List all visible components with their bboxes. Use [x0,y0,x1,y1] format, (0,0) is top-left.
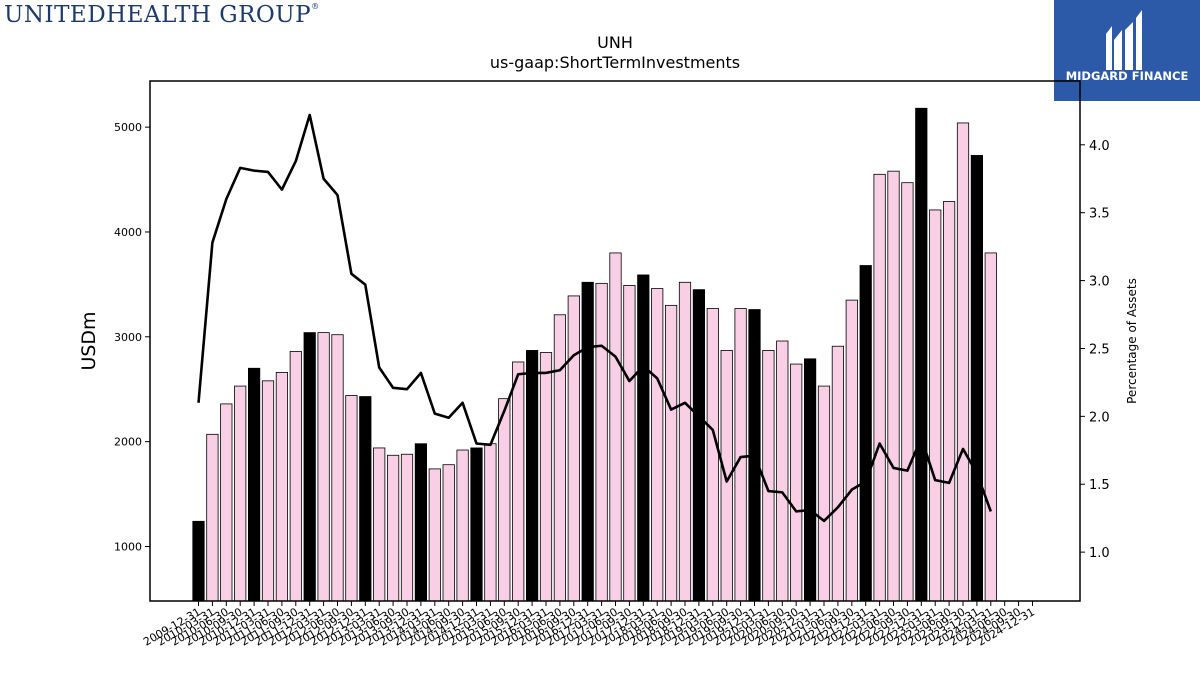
bar-quarterly [456,449,469,602]
y2-tick-label: 2.0 [1089,410,1110,425]
bar-annual [915,107,928,602]
bar-quarterly [956,122,970,602]
y-tick-label: 3000 [114,331,142,344]
bar-quarterly [386,454,400,602]
percentage-line [197,113,993,523]
bar-quarterly [609,252,622,602]
bar-series [192,107,997,602]
bar-quarterly [400,453,414,602]
bar-quarterly [275,372,289,602]
bar-quarterly [498,398,511,602]
bar-annual [303,332,316,602]
unitedhealth-group-logo: UNITEDHEALTH GROUP® [4,2,320,28]
bar-quarterly [831,345,845,602]
bar-quarterly [678,281,692,602]
bar-quarterly [289,351,302,602]
bar-annual [637,274,650,602]
bar-annual [581,281,594,602]
bar-quarterly [929,209,942,602]
bar-annual [859,265,872,602]
y2-tick-label: 4.0 [1089,139,1110,154]
bar-annual [526,350,539,602]
bar-quarterly [317,332,330,602]
y-tick-label: 5000 [114,121,142,134]
bar-quarterly [845,299,858,602]
bar-quarterly [539,352,553,602]
y2-tick-label: 3.0 [1089,275,1110,290]
bar-quarterly [595,282,608,602]
bar-quarterly [901,182,914,602]
bar-quarterly [206,433,219,602]
bar-annual [804,358,817,602]
bar-quarterly [234,385,247,602]
y-tick-label: 4000 [114,226,142,239]
bar-quarterly [512,361,525,602]
bar-quarterly [665,304,678,602]
bar-annual [247,367,261,602]
midgard-finance-logo: MIDGARD FINANCE [1054,0,1200,101]
line-series [197,113,993,523]
bar-quarterly [873,173,886,602]
bar-quarterly [651,288,664,602]
chart-title: UNH [597,33,633,52]
bar-annual [359,396,372,602]
bar-quarterly [887,170,900,602]
y-axis-left: 1000 2000 3000 4000 5000 [114,121,150,553]
bar-annual [470,447,483,602]
y-tick-label: 1000 [114,540,142,553]
bar-quarterly [373,447,386,602]
bar-quarterly [220,403,233,602]
bar-quarterly [345,395,358,602]
y2-tick-label: 2.5 [1089,342,1110,357]
publisher-name: MIDGARD FINANCE [1065,69,1189,83]
y-tick-label: 2000 [114,436,142,449]
bar-quarterly [706,308,719,602]
y2-tick-label: 1.5 [1089,478,1110,493]
midgard-emblem-icon [1106,10,1142,70]
chart-subtitle: us-gaap:ShortTermInvestments [490,53,740,72]
bar-quarterly [442,464,455,602]
bar-quarterly [943,201,956,602]
x-axis: 2009-12-312010-03-312010-06-302010-09-30… [141,601,1037,649]
bar-quarterly [484,443,497,602]
bar-quarterly [261,380,275,602]
y2-tick-label: 3.5 [1089,207,1110,222]
bar-quarterly [428,468,441,602]
bar-annual [692,289,706,602]
bar-quarterly [817,385,831,602]
y2-axis-label: Percentage of Assets [1125,278,1139,404]
y-axis-right: 1.0 1.5 2.0 2.5 3.0 3.5 4.0 [1080,139,1110,561]
bar-quarterly [567,295,580,602]
bar-quarterly [984,252,997,602]
bar-quarterly [790,363,803,602]
bar-quarterly [331,334,344,602]
bar-quarterly [734,308,747,602]
bar-annual [414,443,428,602]
y-axis-label: USDm [78,311,100,370]
bar-annual [970,155,984,602]
bar-quarterly [553,314,567,602]
y2-tick-label: 1.0 [1089,546,1110,561]
bar-quarterly [762,350,775,602]
bar-quarterly [776,340,789,602]
bar-quarterly [623,285,636,602]
bar-annual [192,520,205,602]
